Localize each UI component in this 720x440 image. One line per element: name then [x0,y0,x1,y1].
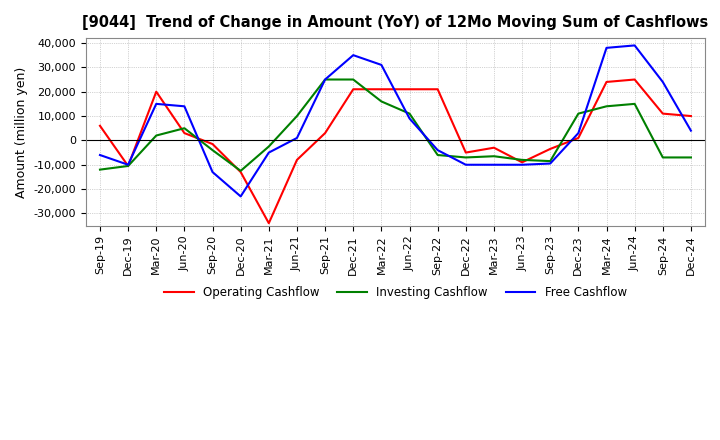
Free Cashflow [518,162,526,167]
Investing Cashflow [236,168,245,173]
Operating Cashflow [152,89,161,94]
Free Cashflow [208,169,217,175]
Free Cashflow [124,162,132,167]
Free Cashflow [630,43,639,48]
Investing Cashflow [630,101,639,106]
Operating Cashflow [236,169,245,175]
Free Cashflow [602,45,611,51]
Operating Cashflow [518,160,526,165]
Operating Cashflow [264,220,273,226]
Investing Cashflow [687,155,696,160]
Free Cashflow [490,162,498,167]
Free Cashflow [321,77,330,82]
Legend: Operating Cashflow, Investing Cashflow, Free Cashflow: Operating Cashflow, Investing Cashflow, … [160,282,631,304]
Investing Cashflow [377,99,386,104]
Investing Cashflow [96,167,104,172]
Operating Cashflow [659,111,667,116]
Free Cashflow [264,150,273,155]
Investing Cashflow [292,114,301,119]
Free Cashflow [659,79,667,84]
Operating Cashflow [687,114,696,119]
Investing Cashflow [490,154,498,159]
Free Cashflow [236,194,245,199]
Free Cashflow [152,101,161,106]
Free Cashflow [405,116,414,121]
Investing Cashflow [124,163,132,169]
Operating Cashflow [405,87,414,92]
Free Cashflow [349,52,358,58]
Investing Cashflow [602,104,611,109]
Investing Cashflow [659,155,667,160]
Free Cashflow [433,147,442,153]
Title: [9044]  Trend of Change in Amount (YoY) of 12Mo Moving Sum of Cashflows: [9044] Trend of Change in Amount (YoY) o… [82,15,708,30]
Free Cashflow [180,104,189,109]
Free Cashflow [462,162,470,167]
Investing Cashflow [546,158,554,164]
Operating Cashflow [462,150,470,155]
Operating Cashflow [490,145,498,150]
Operating Cashflow [321,130,330,136]
Y-axis label: Amount (million yen): Amount (million yen) [15,66,28,198]
Operating Cashflow [208,141,217,147]
Line: Operating Cashflow: Operating Cashflow [100,80,691,223]
Free Cashflow [377,62,386,68]
Investing Cashflow [518,157,526,162]
Operating Cashflow [574,136,582,141]
Operating Cashflow [377,87,386,92]
Line: Investing Cashflow: Investing Cashflow [100,80,691,171]
Operating Cashflow [602,79,611,84]
Investing Cashflow [349,77,358,82]
Investing Cashflow [208,147,217,153]
Free Cashflow [96,152,104,158]
Investing Cashflow [405,111,414,116]
Investing Cashflow [180,125,189,131]
Free Cashflow [687,128,696,133]
Free Cashflow [292,136,301,141]
Investing Cashflow [462,155,470,160]
Operating Cashflow [349,87,358,92]
Investing Cashflow [433,152,442,158]
Operating Cashflow [546,146,554,151]
Operating Cashflow [180,130,189,136]
Investing Cashflow [264,144,273,149]
Free Cashflow [574,130,582,136]
Free Cashflow [546,161,554,166]
Operating Cashflow [124,163,132,169]
Investing Cashflow [321,77,330,82]
Operating Cashflow [96,123,104,128]
Operating Cashflow [433,87,442,92]
Operating Cashflow [630,77,639,82]
Investing Cashflow [574,111,582,116]
Investing Cashflow [152,133,161,138]
Line: Free Cashflow: Free Cashflow [100,45,691,196]
Operating Cashflow [292,157,301,162]
